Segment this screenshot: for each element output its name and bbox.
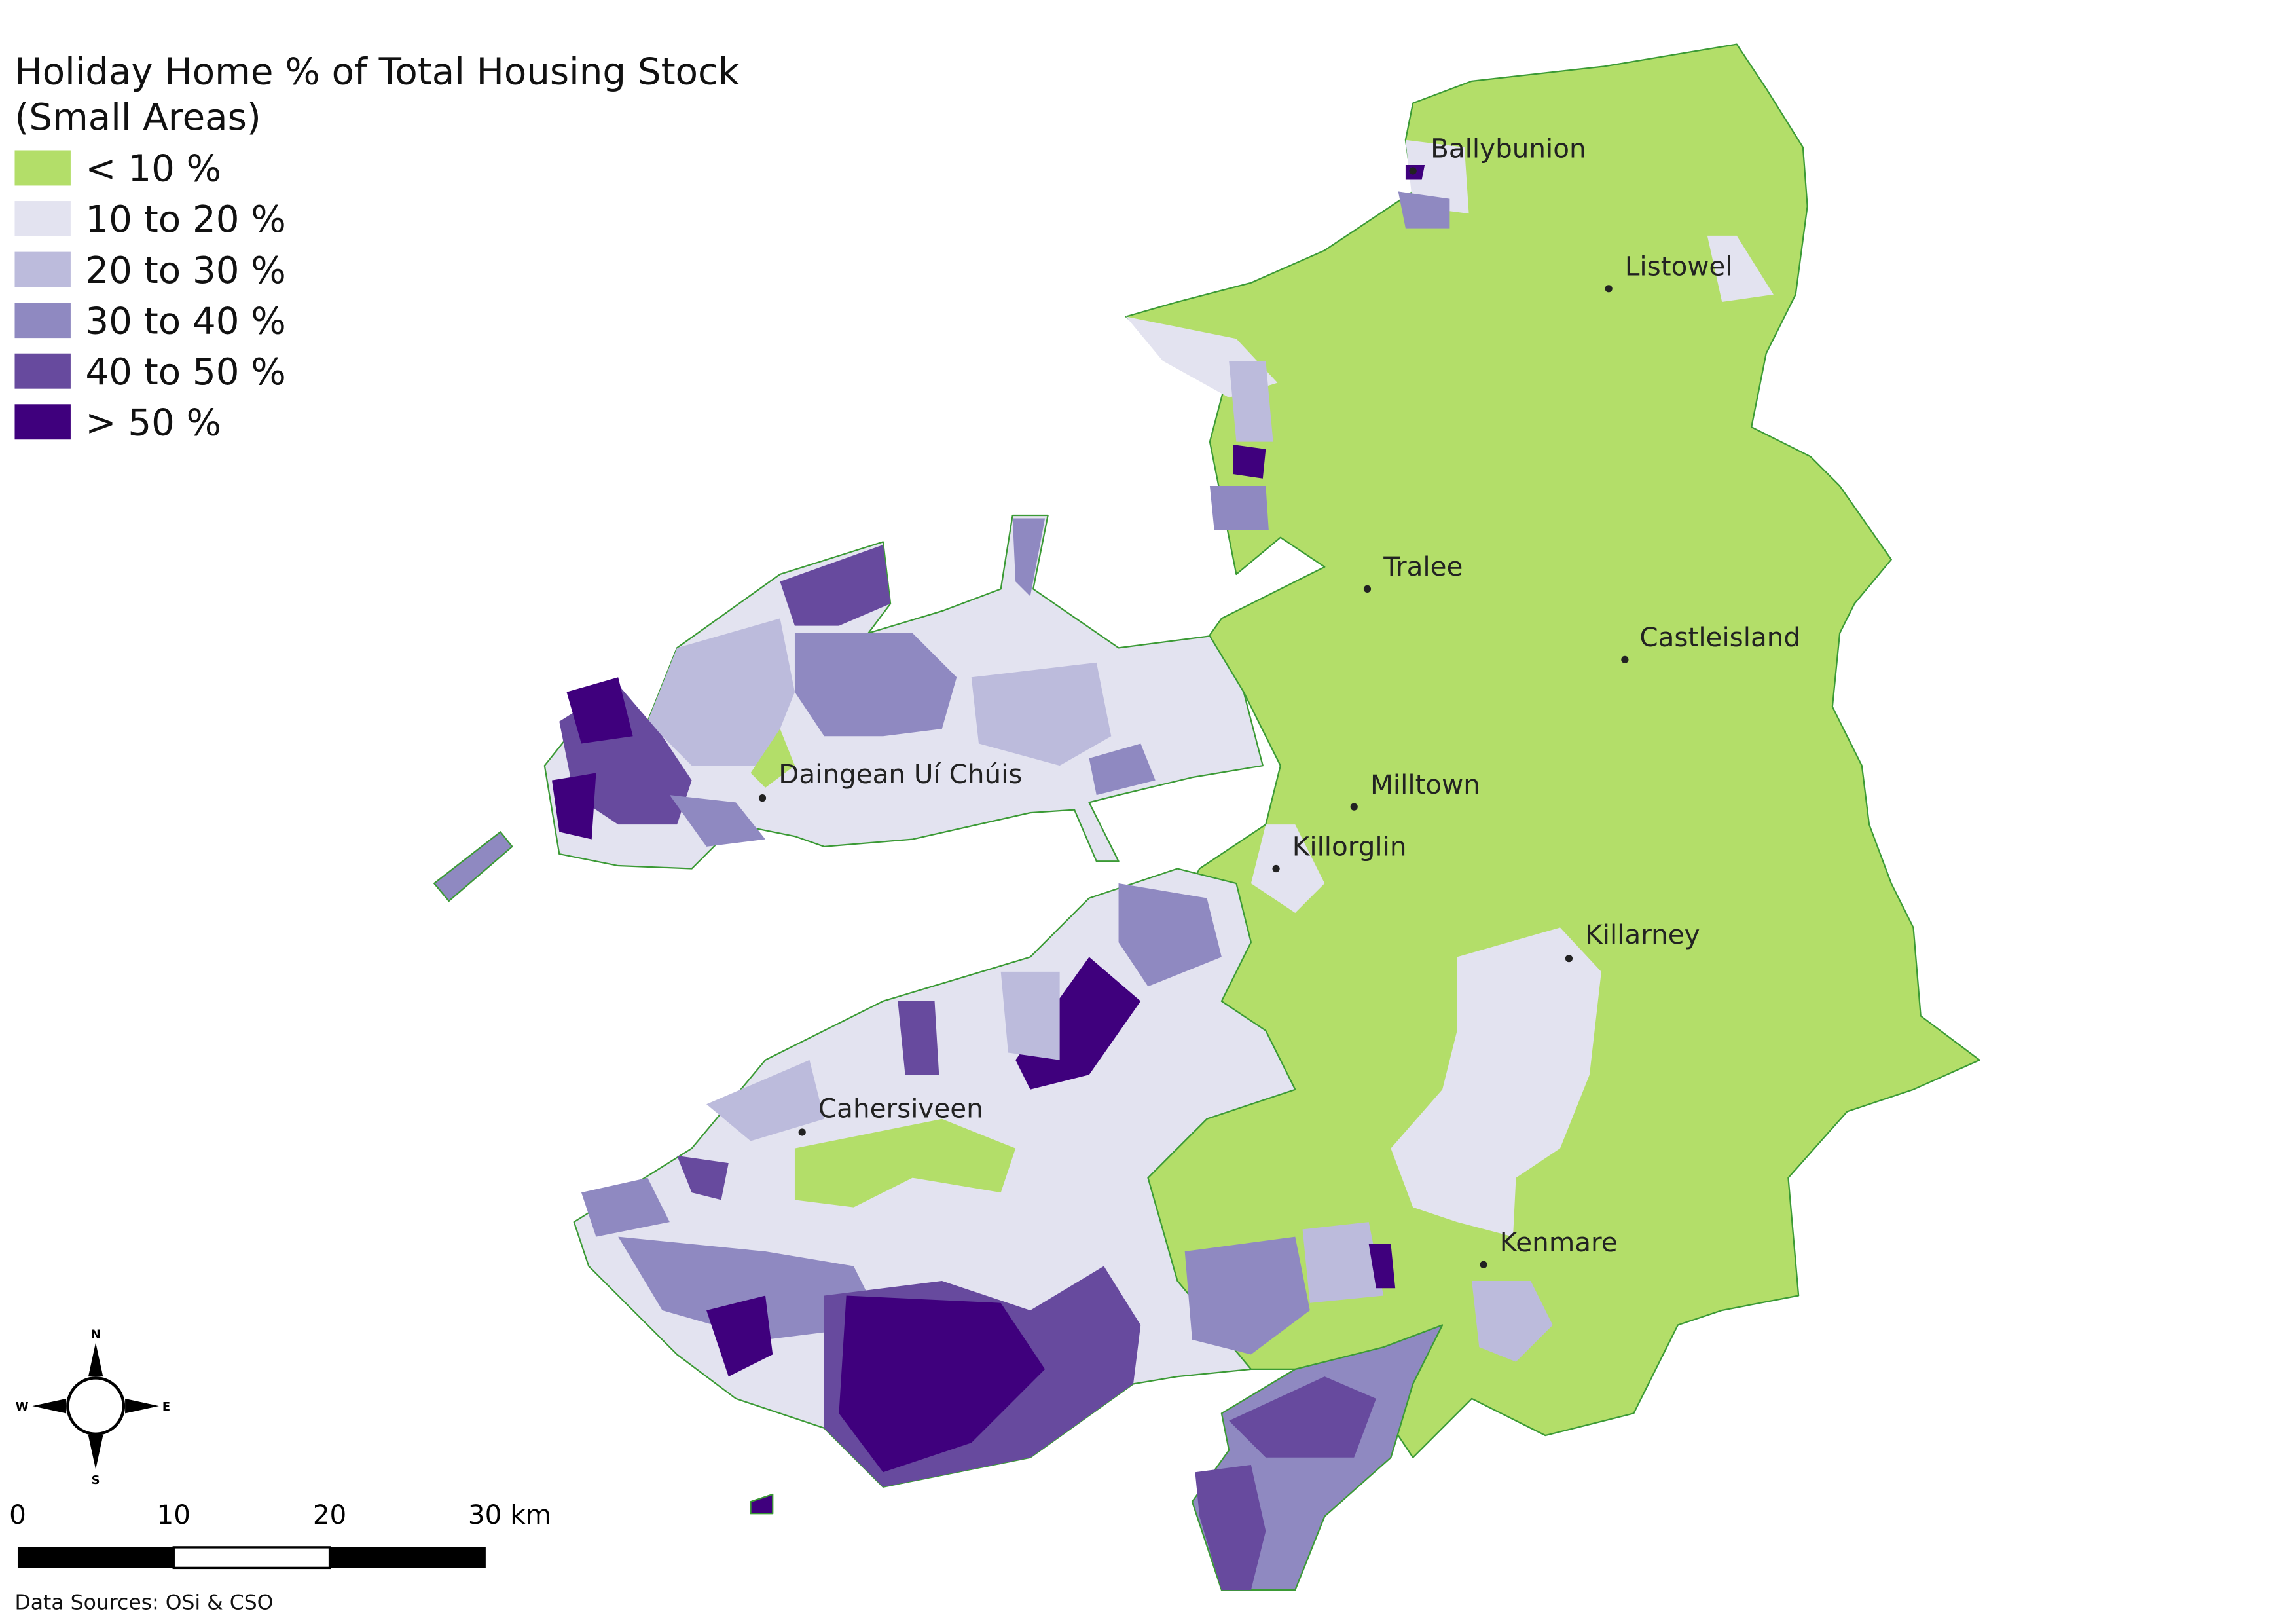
region <box>706 1295 773 1377</box>
region <box>1391 927 1601 1237</box>
town-label: Tralee <box>1383 551 1463 582</box>
map-regions <box>433 43 1980 1591</box>
region <box>1125 43 1980 1458</box>
region <box>1229 1376 1376 1458</box>
scale-bar: 0 10 20 30 km <box>9 1499 551 1570</box>
region <box>1472 1281 1553 1362</box>
town-dot <box>1621 655 1629 663</box>
town-label: Kenmare <box>1500 1227 1618 1258</box>
region <box>1209 486 1269 530</box>
legend-label: 20 to 30 % <box>85 249 285 292</box>
town-label: Killorglin <box>1292 830 1407 862</box>
compass-ring <box>66 1376 126 1436</box>
region <box>1089 743 1156 796</box>
region <box>566 677 633 744</box>
region <box>677 1155 729 1200</box>
legend-label: 30 to 40 % <box>85 300 285 342</box>
region <box>898 1001 939 1075</box>
region <box>839 1295 1046 1473</box>
scale-segment <box>17 1547 174 1568</box>
compass-letter: S <box>92 1473 100 1487</box>
region <box>647 618 795 766</box>
legend-swatch <box>14 251 71 287</box>
scale-segment <box>329 1547 486 1568</box>
region <box>1368 1244 1396 1289</box>
compass-letter: E <box>162 1400 170 1414</box>
region <box>750 1493 774 1515</box>
compass-letter: W <box>16 1400 29 1414</box>
region <box>1302 1222 1384 1303</box>
legend-label: 40 to 50 % <box>85 351 285 394</box>
region <box>971 662 1112 766</box>
town-dot <box>1272 864 1280 873</box>
region <box>1229 360 1273 442</box>
town-label: Listowel <box>1625 251 1733 282</box>
data-source: Data Sources: OSi & CSO <box>14 1591 273 1614</box>
legend: < 10 % 10 to 20 % 20 to 30 % 30 to 40 % 40 t… <box>14 148 286 444</box>
town-dot <box>758 794 767 802</box>
town-dot <box>798 1128 806 1136</box>
scale-label: 10 <box>157 1499 191 1530</box>
legend-label: > 50 % <box>85 401 221 444</box>
town-dot <box>1350 803 1358 811</box>
town-label: Milltown <box>1370 769 1480 800</box>
town-label: Daingean Uí Chúis <box>778 758 1022 790</box>
compass-arrow <box>32 1398 67 1414</box>
region <box>1118 883 1222 987</box>
region <box>1184 1236 1310 1355</box>
town-dot <box>1409 167 1417 175</box>
legend-title: Holiday Home % of Total Housing Stock <box>14 50 739 93</box>
region <box>706 1060 824 1141</box>
town-dot <box>1363 585 1372 593</box>
legend-subtitle: (Small Areas) <box>14 96 261 139</box>
region <box>794 633 957 737</box>
legend-swatch <box>14 201 71 237</box>
region <box>1398 191 1450 229</box>
legend-label: 10 to 20 % <box>85 198 285 241</box>
region <box>581 1177 670 1237</box>
town-label: Ballybunion <box>1430 133 1586 164</box>
town-dot <box>1565 955 1573 963</box>
region <box>1000 971 1060 1060</box>
compass-letter: N <box>91 1328 101 1342</box>
region <box>669 795 765 847</box>
region <box>618 1236 883 1340</box>
compass-arrow <box>125 1398 159 1414</box>
region <box>1707 235 1774 303</box>
compass-arrow <box>88 1342 103 1377</box>
scale-label: 30 km <box>468 1499 551 1530</box>
scale-segment <box>172 1546 331 1570</box>
town-dot <box>1605 285 1613 293</box>
region <box>1012 518 1046 597</box>
legend-swatch <box>14 404 71 440</box>
legend-swatch <box>14 303 71 339</box>
region <box>552 773 596 840</box>
region <box>794 1118 1016 1208</box>
region <box>780 544 891 626</box>
town-label: Cahersiveen <box>818 1092 983 1124</box>
town-label: Castleisland <box>1639 621 1800 653</box>
town-label: Killarney <box>1585 919 1700 950</box>
legend-swatch <box>14 150 71 186</box>
scale-label: 0 <box>9 1499 26 1530</box>
region <box>1195 1465 1266 1591</box>
legend-label: < 10 % <box>85 148 221 191</box>
town-labels: Ballybunion Listowel Tralee Castleisland… <box>758 133 1800 1268</box>
region <box>1233 445 1266 479</box>
compass-arrow <box>88 1435 103 1469</box>
town-dot <box>1480 1261 1487 1268</box>
region <box>750 728 795 788</box>
scale-label: 20 <box>313 1499 346 1530</box>
compass: N E S W <box>16 1328 170 1488</box>
legend-swatch <box>14 353 71 389</box>
region <box>1250 824 1325 913</box>
region <box>433 831 513 902</box>
